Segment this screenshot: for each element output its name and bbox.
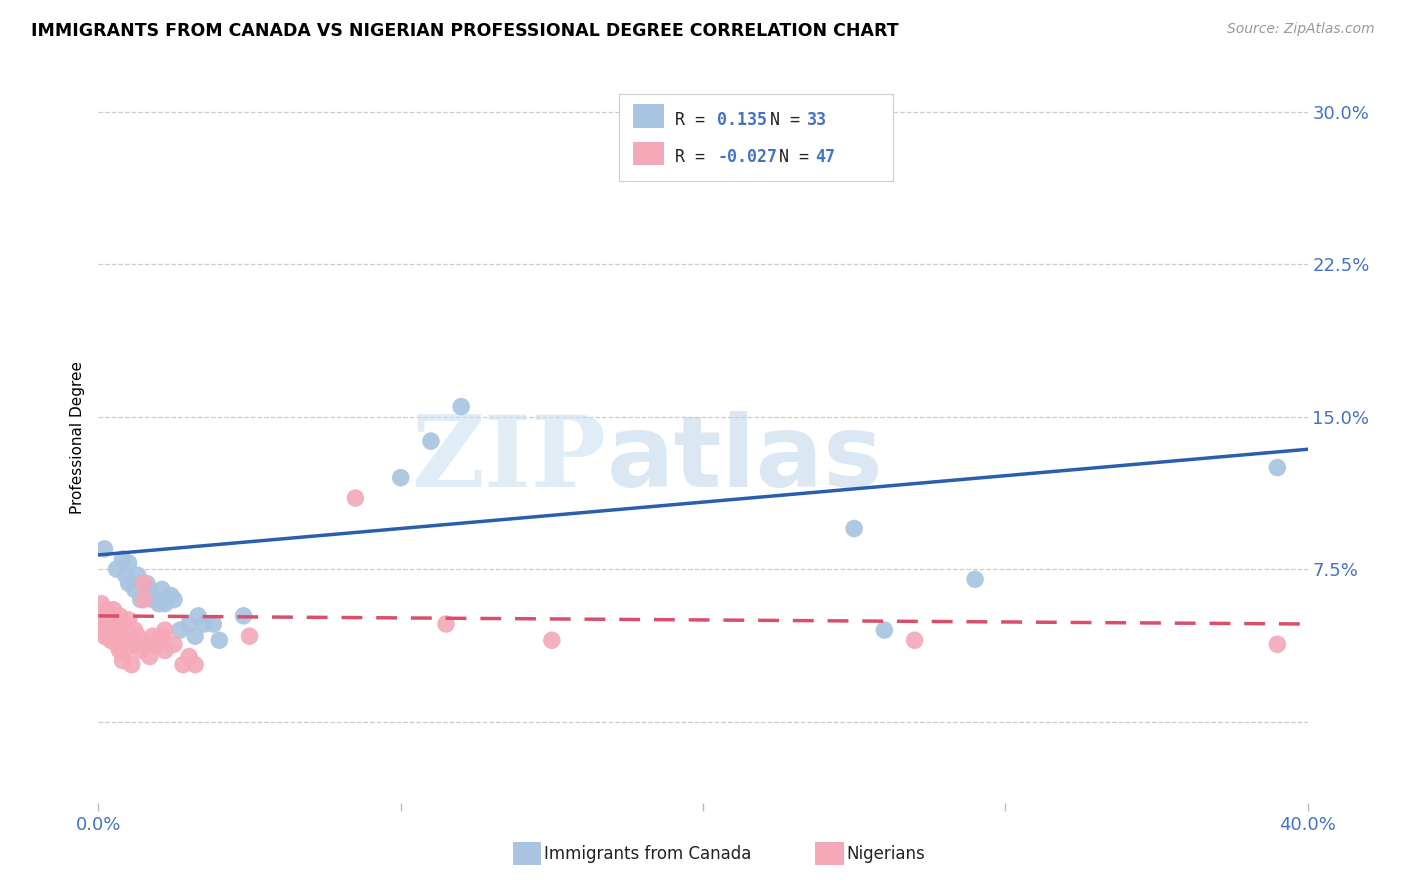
Point (965, 572, 987, 586)
Point (163, 637, 186, 651)
Point (90, 597, 112, 611)
Y-axis label: Professional Degree: Professional Degree (69, 360, 84, 514)
Point (540, 633, 562, 648)
Point (434, 617, 457, 632)
Point (121, 657, 143, 672)
Text: N =: N = (770, 111, 810, 128)
Text: Immigrants from Canada: Immigrants from Canada (544, 845, 751, 863)
Point (129, 643, 152, 657)
Point (1267, 460, 1289, 475)
Point (118, 633, 141, 648)
Point (150, 629, 173, 643)
Point (139, 582, 162, 597)
Point (193, 617, 215, 632)
Point (153, 623, 176, 637)
Point (153, 643, 176, 657)
Text: R =: R = (675, 111, 714, 128)
Point (118, 556, 141, 570)
Point (105, 562, 128, 576)
Point (127, 629, 149, 643)
Point (873, 623, 896, 637)
Point (129, 592, 152, 607)
Point (114, 643, 136, 657)
Point (150, 582, 173, 597)
Point (132, 576, 155, 591)
Point (184, 629, 207, 643)
Point (100, 613, 122, 627)
Text: Nigerians: Nigerians (846, 845, 925, 863)
Text: -0.027: -0.027 (717, 148, 778, 166)
Point (389, 471, 412, 485)
Point (1267, 637, 1289, 651)
Point (103, 629, 125, 643)
Point (179, 649, 201, 664)
Point (148, 597, 170, 611)
Point (132, 592, 155, 607)
Point (844, 521, 866, 535)
Text: IMMIGRANTS FROM CANADA VS NIGERIAN PROFESSIONAL DEGREE CORRELATION CHART: IMMIGRANTS FROM CANADA VS NIGERIAN PROFE… (31, 22, 898, 40)
Point (135, 637, 157, 651)
Point (184, 657, 207, 672)
Point (93, 629, 115, 643)
Point (187, 608, 209, 623)
Point (105, 637, 128, 651)
Point (153, 597, 176, 611)
Point (145, 592, 167, 607)
Text: N =: N = (779, 148, 818, 166)
Point (111, 654, 134, 668)
Text: ZIP: ZIP (412, 410, 606, 508)
Text: Source: ZipAtlas.com: Source: ZipAtlas.com (1227, 22, 1375, 37)
Point (93, 608, 115, 623)
Point (202, 617, 225, 632)
Point (163, 592, 186, 607)
Point (108, 623, 131, 637)
Text: 0.135: 0.135 (717, 111, 768, 128)
Text: atlas: atlas (606, 410, 883, 508)
Point (127, 568, 149, 582)
Point (118, 613, 141, 627)
Point (172, 657, 194, 672)
Point (111, 617, 134, 632)
Point (420, 434, 443, 449)
Point (90, 623, 112, 637)
Point (118, 576, 141, 591)
Point (93, 541, 115, 556)
Point (103, 603, 125, 617)
Point (108, 608, 131, 623)
Point (96, 617, 118, 632)
Text: 47: 47 (815, 148, 835, 166)
Point (105, 617, 128, 632)
Point (111, 552, 134, 566)
Point (139, 649, 162, 664)
Point (160, 589, 183, 603)
Point (142, 592, 165, 607)
Point (148, 633, 170, 648)
Point (124, 637, 146, 651)
Point (239, 629, 262, 643)
Point (108, 643, 131, 657)
Point (208, 633, 231, 648)
Point (145, 637, 167, 651)
Text: R =: R = (675, 148, 714, 166)
Text: 33: 33 (807, 111, 827, 128)
Point (450, 400, 472, 414)
Point (124, 623, 146, 637)
Point (124, 582, 146, 597)
Point (96, 603, 118, 617)
Point (179, 617, 201, 632)
Point (135, 576, 157, 591)
Point (232, 608, 254, 623)
Point (142, 629, 165, 643)
Point (114, 568, 136, 582)
Point (100, 633, 122, 648)
Point (169, 623, 191, 637)
Point (904, 633, 927, 648)
Point (111, 633, 134, 648)
Point (87, 613, 110, 627)
Point (344, 491, 367, 505)
